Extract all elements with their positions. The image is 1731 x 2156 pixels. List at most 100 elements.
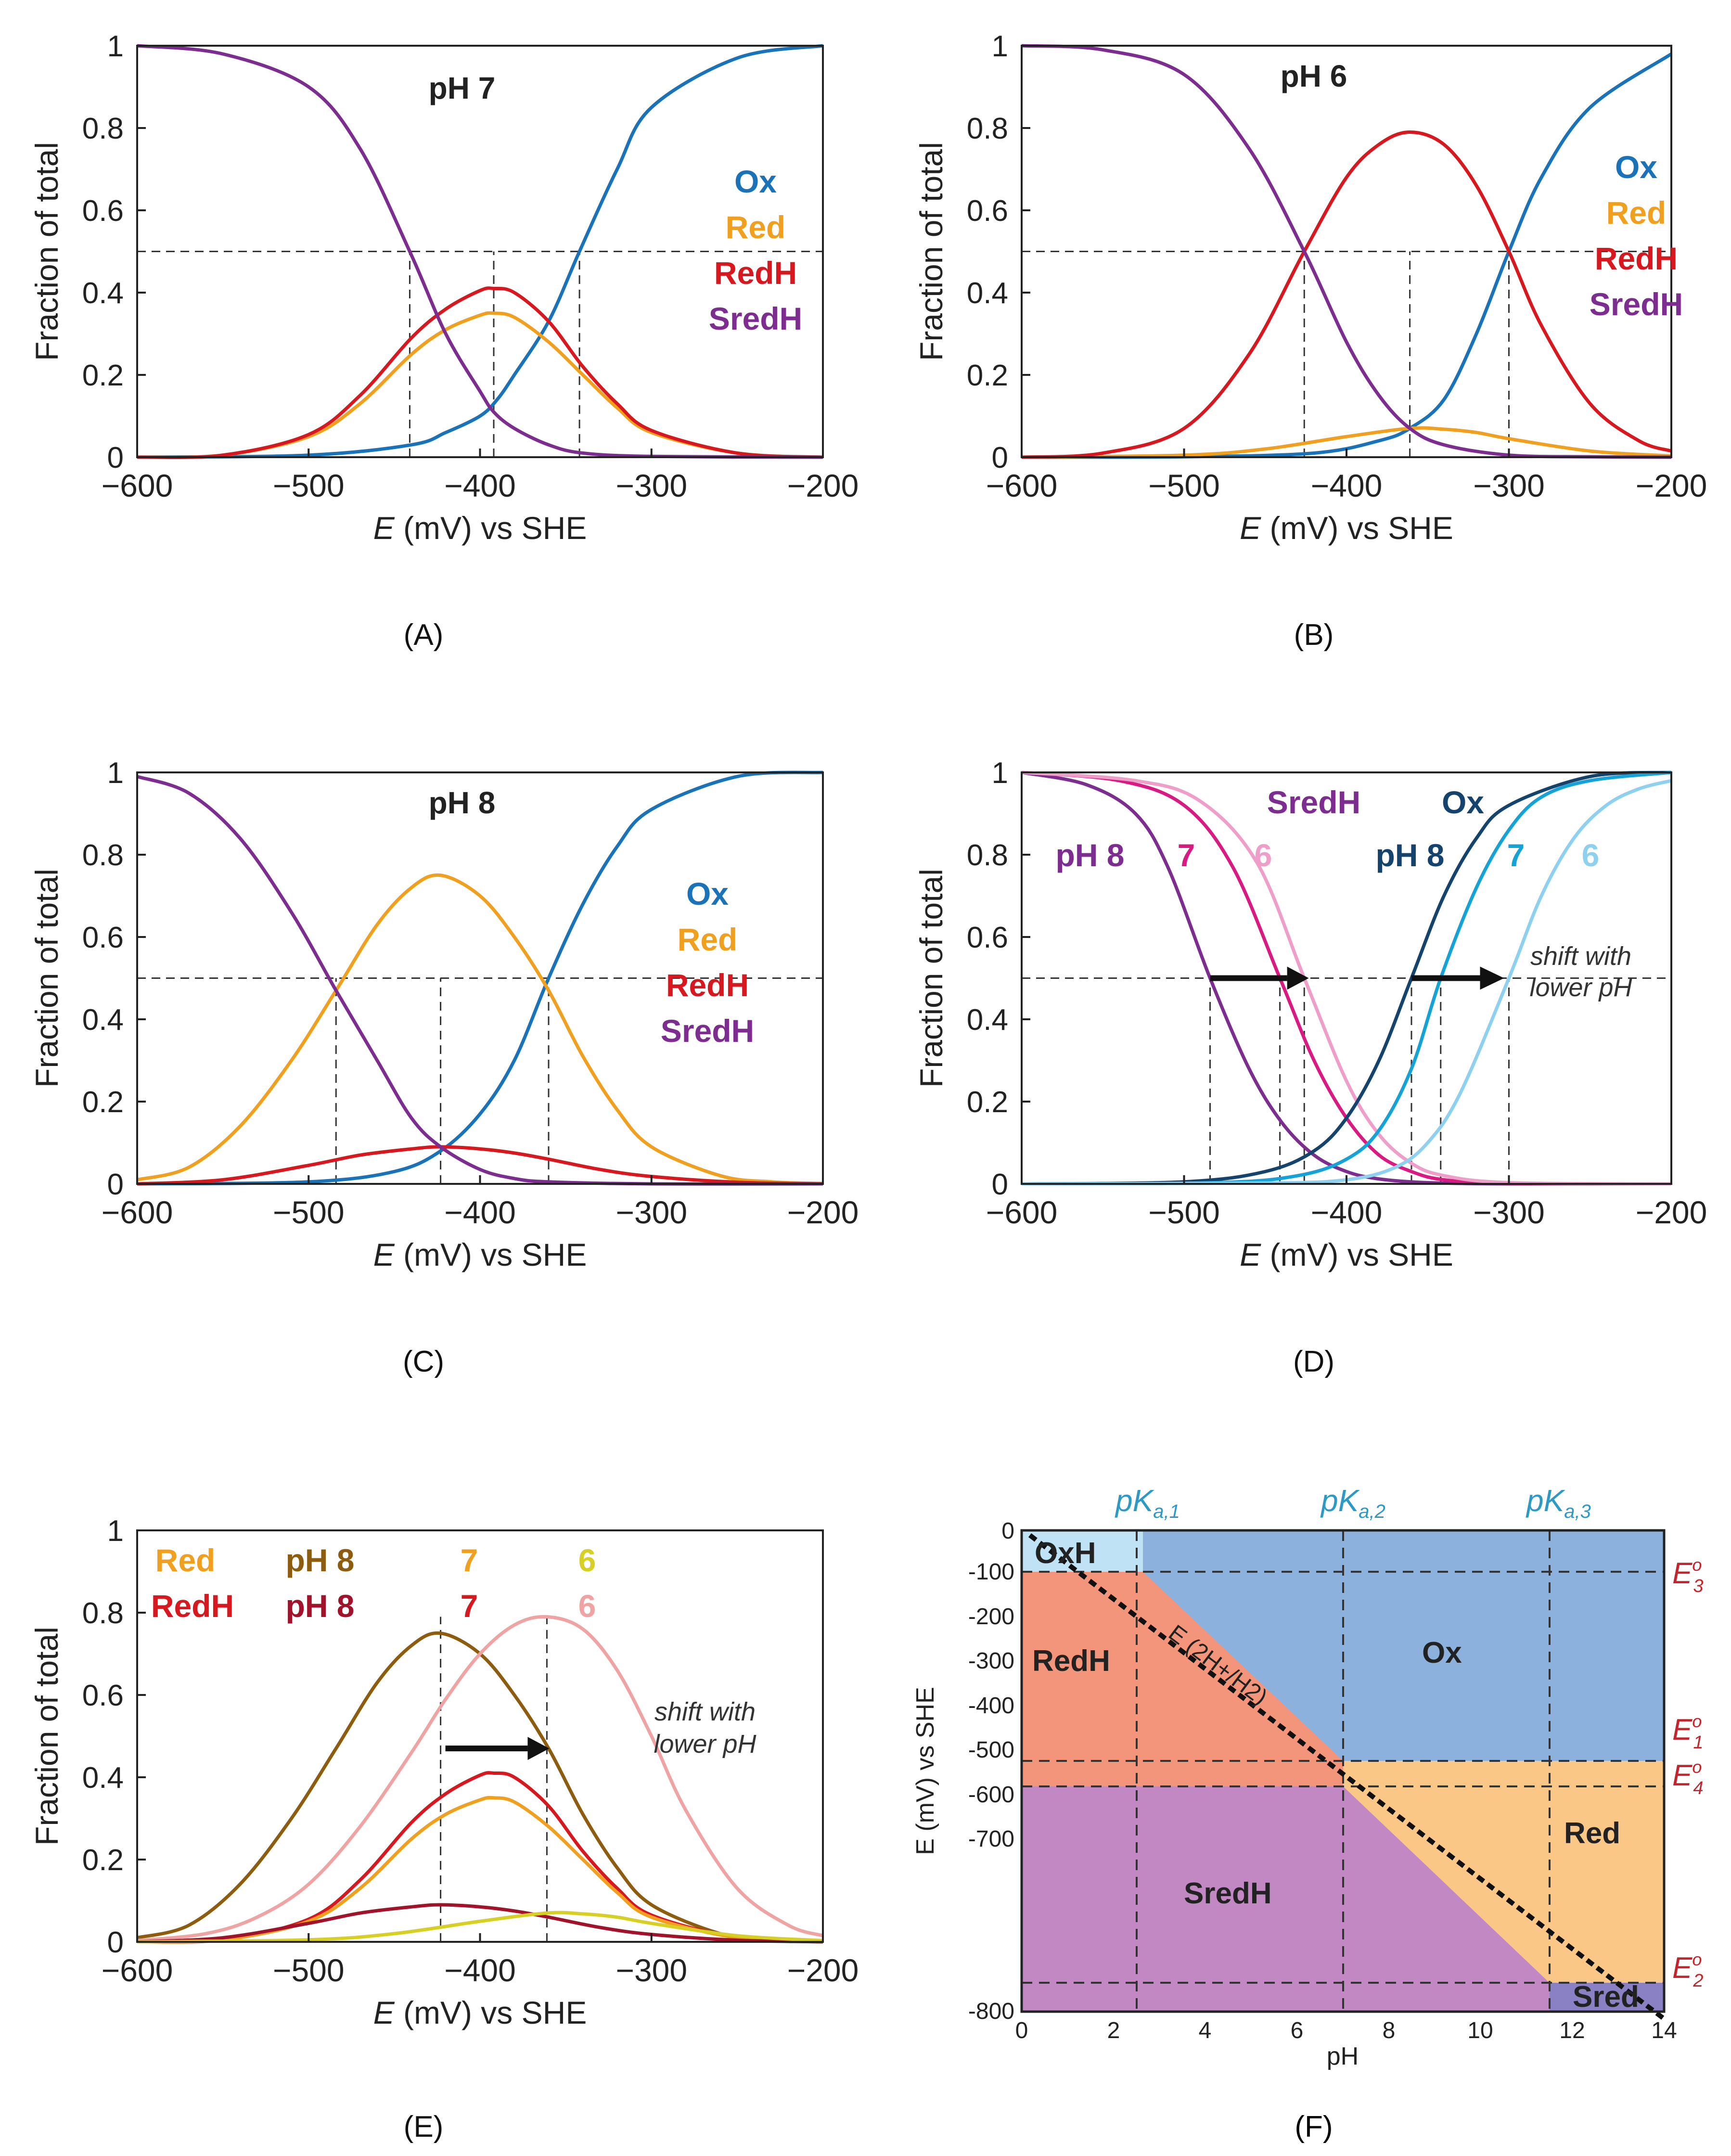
series-line [137, 1796, 823, 1944]
x-tick-label: −400 [444, 1194, 516, 1230]
y-tick-label: 0.6 [967, 921, 1008, 954]
x-tick-label: −500 [1148, 1194, 1220, 1230]
y-tick-label: 0.8 [82, 839, 124, 872]
y-tick-label: 0.6 [82, 194, 124, 228]
x-tick-label: −400 [444, 1952, 516, 1988]
f-ytick: -200 [968, 1604, 1014, 1630]
f-xtick: 0 [1015, 2018, 1028, 2043]
x-tick-label: −300 [615, 468, 687, 503]
y-axis-label: Fraction of total [913, 142, 949, 361]
e2-label: Eo 2 [1672, 1950, 1704, 1991]
y-tick-label: 0.6 [967, 194, 1008, 228]
series-line [137, 1615, 824, 1942]
x-tick-label: −600 [102, 1952, 173, 1988]
panel-label: (B) [1294, 618, 1334, 652]
e1-label: Eo 1 [1672, 1711, 1704, 1753]
legend-entry: SredH [709, 301, 802, 336]
series-line [137, 44, 823, 459]
e4-label: Eo 4 [1672, 1757, 1704, 1798]
series-line [137, 311, 823, 459]
f-ytick: -800 [968, 1999, 1014, 2024]
f-ytick: -700 [968, 1826, 1014, 1852]
legend-entry: Ox [734, 164, 777, 199]
x-tick-label: −400 [1311, 468, 1383, 503]
y-tick-label: 0 [107, 1926, 124, 1959]
x-tick-label: −300 [615, 1194, 687, 1230]
annotation-line2: lower pH [654, 1730, 757, 1758]
f-xtick: 4 [1199, 2018, 1212, 2043]
chart-panel: −600 −500 −400 −300 −200 0 0.2 0.4 0.6 0.8 1 E (mV)… [29, 757, 859, 1378]
x-tick-label: −200 [787, 1194, 859, 1230]
x-axis-label-rest: (mV) vs SHE [1261, 1237, 1453, 1272]
label-red: Red [155, 1542, 216, 1578]
x-tick-label: −200 [1636, 1194, 1707, 1230]
shift-arrow-head [1480, 966, 1504, 990]
region-label-ox: Ox [1422, 1636, 1462, 1669]
x-tick-label: −300 [1473, 1194, 1545, 1230]
y-tick-label: 0.6 [82, 1679, 124, 1712]
f-ytick: -100 [968, 1559, 1014, 1585]
region-sred [1550, 1983, 1664, 2012]
f-xtick: 6 [1291, 2018, 1304, 2043]
legend-entry: SredH [1590, 286, 1683, 322]
x-axis-label: E (mV) vs SHE [1240, 1237, 1453, 1272]
label-ox: Ox [1442, 784, 1484, 820]
chart-panel: −600 −500 −400 −300 −200 0 0.2 0.4 0.6 0.8 1 E (mV)… [29, 30, 859, 652]
y-axis-label: Fraction of total [29, 1627, 64, 1846]
x-axis-label-rest: (mV) vs SHE [1261, 510, 1453, 546]
chart-title: pH 7 [429, 71, 496, 105]
pka3-label: pKa,3 [1526, 1483, 1591, 1522]
f-xtick: 2 [1107, 2018, 1120, 2043]
label-red-ph6: 6 [578, 1542, 596, 1578]
series-line [137, 1903, 823, 1944]
y-tick-label: 0.2 [82, 1086, 124, 1119]
y-tick-label: 0.6 [82, 921, 124, 954]
region-oxh [1022, 1530, 1143, 1572]
chart-panel: −600 −500 −400 −300 −200 0 0.2 0.4 0.6 0.8 1 E (mV)… [913, 30, 1707, 652]
y-tick-label: 0.4 [967, 277, 1008, 310]
label-ox-ph8: pH 8 [1375, 837, 1444, 873]
x-tick-label: −500 [273, 468, 345, 503]
panel-f: OxH Ox RedH SredH Red Sred E (2H+/H2) pK… [911, 1483, 1704, 2143]
f-xlabel: pH [1327, 2042, 1359, 2070]
x-axis-label-rest: (mV) vs SHE [395, 1995, 587, 2030]
series-line [1021, 44, 1672, 459]
x-tick-label: −500 [273, 1194, 345, 1230]
legend-entry: Red [1606, 195, 1667, 231]
x-tick-label: −600 [102, 1194, 173, 1230]
x-axis-label: E (mV) vs SHE [373, 1995, 587, 2030]
panel-label: (A) [404, 618, 444, 652]
legend-entry: Red [726, 209, 786, 245]
x-tick-label: −200 [787, 468, 859, 503]
legend-entry: Ox [1615, 149, 1657, 185]
f-ytick: -300 [968, 1648, 1014, 1674]
line-panels: −600 −500 −400 −300 −200 0 0.2 0.4 0.6 0.8 1 E (mV)… [29, 30, 1707, 2143]
series-line [1021, 779, 1672, 1186]
region-label-sred: Sred [1573, 1980, 1639, 2014]
f-xtick: 12 [1559, 2018, 1585, 2043]
region-sredh [1022, 1786, 1550, 2012]
shift-arrow-head [527, 1737, 550, 1760]
f-ytick: -500 [968, 1737, 1014, 1763]
f-ytick: -400 [968, 1693, 1014, 1719]
series-line [137, 1145, 823, 1186]
f-xtick: 14 [1651, 2018, 1677, 2043]
region-label-sredh: SredH [1184, 1877, 1272, 1910]
series-line [1021, 770, 1672, 1186]
y-tick-label: 0.8 [82, 1597, 124, 1630]
label-sredh-ph6: 6 [1255, 837, 1272, 873]
x-tick-label: −500 [273, 1952, 345, 1988]
annotation-line1: shift with [654, 1697, 756, 1726]
x-axis-label: E (mV) vs SHE [373, 1237, 587, 1272]
y-tick-label: 0 [107, 1168, 124, 1201]
region-redh [1022, 1572, 1343, 1786]
y-tick-label: 0.4 [82, 1003, 124, 1037]
y-tick-label: 1 [992, 30, 1008, 63]
label-red-ph8: pH 8 [285, 1542, 354, 1578]
label-sredh-ph7: 7 [1178, 837, 1195, 873]
x-axis-label-variable: E [1240, 510, 1261, 546]
x-tick-label: −600 [986, 468, 1058, 503]
series-line [137, 1631, 823, 1943]
y-tick-label: 0 [107, 441, 124, 475]
series-line [137, 770, 823, 1186]
